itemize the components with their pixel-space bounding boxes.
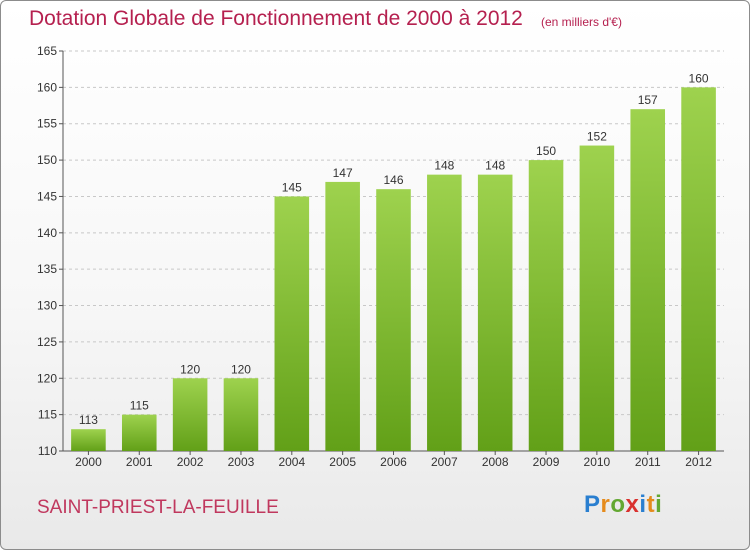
y-tick-label: 120 [37,371,57,385]
x-tick-label: 2005 [329,455,356,469]
x-tick-label: 2003 [228,455,255,469]
bar [376,189,411,451]
bar [528,160,564,451]
y-tick-label: 115 [38,408,57,422]
y-tick-label: 160 [37,80,57,94]
y-tick-label: 165 [37,44,57,58]
y-tick-label: 150 [37,153,57,167]
logo-letter: i [639,491,647,518]
y-tick-label: 155 [37,117,57,131]
x-tick-label: 2001 [126,455,153,469]
bar [427,174,462,452]
bar [630,109,666,451]
bar [579,145,615,451]
bar-value-label: 147 [333,166,353,180]
bar-value-label: 113 [79,413,98,427]
bar-value-label: 160 [689,71,709,85]
x-tick-label: 2011 [635,455,661,469]
bar [274,196,310,451]
bar-value-label: 145 [282,180,302,194]
bar [681,87,716,451]
commune-name: SAINT-PRIEST-LA-FEUILLE [37,497,279,518]
x-tick-label: 2009 [533,455,560,469]
bar [172,378,208,451]
chart-subtitle: (en milliers d'€) [541,15,622,29]
logo-letter: P [584,491,601,518]
bar [477,174,513,452]
bar-value-label: 120 [180,362,200,376]
logo-letter: i [655,491,663,518]
bar-value-label: 120 [231,362,251,376]
y-tick-label: 140 [37,226,57,240]
bar [223,378,259,451]
proxiti-logo: Proxiti [584,491,662,519]
chart-title: Dotation Globale de Fonctionnement de 20… [29,7,523,30]
x-tick-label: 2008 [482,455,509,469]
bar-value-label: 152 [587,130,607,144]
y-tick-label: 125 [37,335,57,349]
bar-value-label: 157 [638,93,658,107]
bar-value-label: 150 [536,144,556,158]
x-tick-label: 2006 [380,455,407,469]
y-tick-label: 145 [37,189,57,203]
y-tick-label: 110 [38,444,57,458]
bar-value-label: 148 [434,159,454,173]
y-tick-label: 135 [37,262,57,276]
logo-letter: t [646,491,656,518]
x-tick-label: 2004 [278,455,305,469]
x-tick-label: 2010 [584,455,611,469]
logo-letter: o [610,491,626,518]
bar [121,414,157,451]
bar [325,181,360,451]
bar-value-label: 115 [130,399,149,413]
x-tick-label: 2002 [177,455,204,469]
x-tick-label: 2012 [685,455,712,469]
bar-value-label: 146 [383,173,403,187]
logo-letter: x [625,491,640,518]
x-tick-label: 2000 [75,455,102,469]
bar [71,429,106,451]
y-tick-label: 130 [37,299,57,313]
x-tick-label: 2007 [431,455,458,469]
bar-value-label: 148 [485,159,505,173]
logo-letter: r [600,491,611,518]
